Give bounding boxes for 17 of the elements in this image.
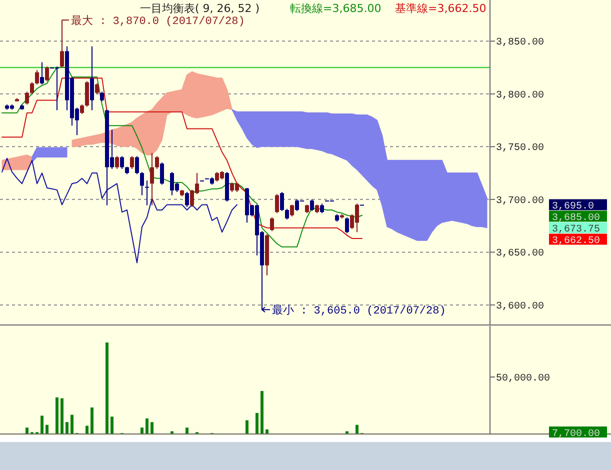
y-tick-label: 3,650.00 bbox=[496, 248, 544, 260]
text: 7,700.00 bbox=[552, 429, 600, 440]
annotation: 最大 : 3,870.0 (2017/07/28) bbox=[71, 14, 245, 28]
y-tick-label: 3,850.00 bbox=[496, 38, 544, 49]
annotation: 最小 : 3,605.0 (2017/07/28) bbox=[272, 304, 446, 318]
chart-title: 一目均衡表( 9, 26, 52 ) bbox=[140, 2, 260, 15]
text: 転換線=3,685.00 bbox=[290, 2, 382, 15]
text: 3,662.50 bbox=[552, 236, 600, 248]
y-tick-label: 3,600.00 bbox=[496, 301, 544, 312]
y-tick-label: 3,700.00 bbox=[496, 196, 544, 207]
y-tick-label: 3,750.00 bbox=[496, 143, 544, 154]
y-tick-label: 3,800.00 bbox=[496, 90, 544, 102]
text: 3,685.00 bbox=[552, 213, 600, 224]
text: 3,673.75 bbox=[552, 224, 600, 236]
text: 50,000.00 bbox=[496, 374, 550, 384]
text: 基準線=3,662.50 bbox=[395, 2, 486, 15]
text: 3,695.0 bbox=[552, 202, 594, 213]
